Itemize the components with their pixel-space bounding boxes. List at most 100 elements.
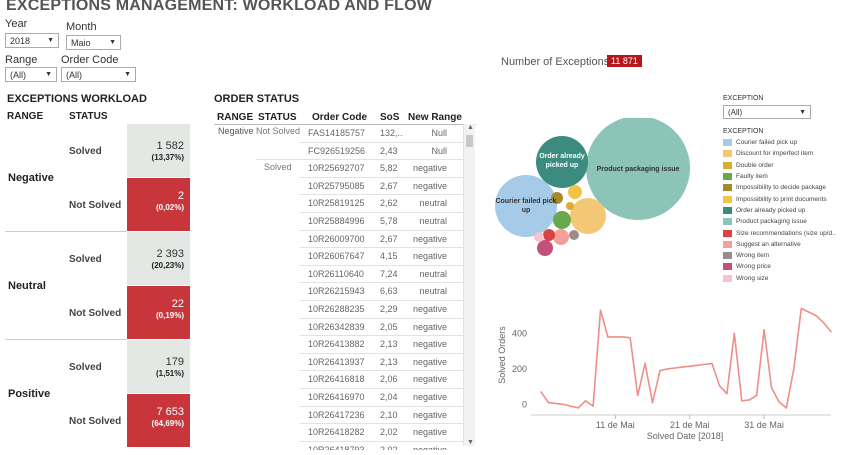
row-divider — [300, 440, 463, 442]
legend-label: Wrong size — [736, 274, 769, 282]
month-value: Maio — [71, 37, 91, 48]
legend-swatch — [723, 150, 732, 158]
kpi-label: Number of Exceptions — [501, 56, 610, 68]
legend-label: Size recommendations (size up/d.. — [736, 229, 836, 237]
legend-label: Suggest an alternative — [736, 240, 801, 248]
table-row[interactable]: 10R26413882 2,13 negative — [300, 336, 463, 354]
data-point — [785, 407, 788, 409]
os-status-solved: Solved — [264, 162, 292, 172]
legend-item[interactable]: Wrong price — [723, 261, 848, 272]
workload-count: 179 — [165, 356, 184, 368]
bubble-suggest[interactable] — [553, 229, 569, 245]
legend-item[interactable]: Wrong size — [723, 273, 848, 284]
data-point — [807, 311, 810, 313]
workload-col-range: RANGE — [7, 111, 44, 122]
workload-cell-not-solved[interactable]: 2 (0,02%) — [127, 178, 190, 231]
new-range-cell: negative — [412, 321, 447, 332]
legend-item[interactable]: Courier failed pick up — [723, 137, 848, 148]
table-row[interactable]: 10R26416970 2,04 negative — [300, 389, 463, 407]
row-divider — [300, 352, 463, 354]
row-divider — [300, 423, 463, 425]
legend-swatch — [723, 252, 732, 260]
legend-item[interactable]: Suggest an alternative — [723, 239, 848, 250]
row-divider — [300, 247, 463, 249]
sos-cell: 2,13 — [380, 356, 398, 367]
data-point — [651, 401, 654, 404]
row-divider — [300, 211, 463, 213]
bubble-discount[interactable] — [570, 198, 606, 234]
table-row[interactable]: 10R26110640 7,24 neutral — [300, 266, 463, 284]
legend-item[interactable]: Product packaging issue — [723, 216, 848, 227]
order-code-cell: 10R26413882 — [308, 339, 365, 350]
bubble-wrong-item[interactable] — [569, 230, 579, 240]
table-row[interactable]: 10R26417236 2,10 negative — [300, 407, 463, 425]
month-select[interactable]: Maio ▼ — [66, 35, 121, 50]
table-row[interactable]: 10R25795085 2,67 negative — [300, 178, 463, 196]
legend-label: Discount for imperfect item — [736, 150, 814, 158]
table-row[interactable]: 10R26215943 6,63 neutral — [300, 283, 463, 301]
order-code-select[interactable]: (All) ▼ — [61, 67, 136, 82]
legend-item[interactable]: Wrong item — [723, 250, 848, 261]
table-row[interactable]: FAS14185757 132,.. Null — [300, 125, 463, 143]
table-row[interactable]: 10R26009700 2,67 negative — [300, 231, 463, 249]
table-row[interactable]: 10R26413937 2,13 negative — [300, 354, 463, 372]
bubble-double-order[interactable] — [566, 202, 574, 210]
legend-item[interactable]: Double order — [723, 160, 848, 171]
workload-cell-solved[interactable]: 1 582 (13,37%) — [127, 124, 190, 177]
bubble-size-rec[interactable] — [543, 229, 555, 241]
table-row[interactable]: 10R26067647 4,15 negative — [300, 248, 463, 266]
table-row[interactable]: 10R25692707 5,82 negative — [300, 160, 463, 178]
bubble-product-packaging[interactable] — [586, 118, 690, 220]
workload-cell-not-solved[interactable]: 7 653 (64,69%) — [127, 394, 190, 447]
table-row[interactable]: FC926519256 2,43 Null — [300, 143, 463, 161]
scroll-down-icon[interactable]: ▼ — [467, 439, 474, 446]
legend-item[interactable]: Impossibility to print documents — [723, 193, 848, 204]
data-point — [793, 368, 795, 370]
legend-item[interactable]: Impossibility to decide package — [723, 182, 848, 193]
x-axis-title: Solved Date [2018] — [647, 431, 724, 441]
scrollbar-thumb[interactable] — [466, 135, 473, 147]
row-divider — [300, 335, 463, 337]
row-divider — [300, 299, 463, 301]
table-row[interactable]: 10R26418793 2,02 negative — [300, 442, 463, 450]
workload-cell-solved[interactable]: 179 (1,51%) — [127, 340, 190, 393]
workload-cell-solved[interactable]: 2 393 (20,23%) — [127, 232, 190, 285]
sos-cell: 2,29 — [380, 304, 398, 314]
table-row[interactable]: 10R26342839 2,05 negative — [300, 319, 463, 337]
table-row[interactable]: 10R26418282 2,02 negative — [300, 424, 463, 442]
workload-status-solved: Solved — [69, 254, 102, 265]
table-row[interactable]: 10R26416818 2,06 negative — [300, 371, 463, 389]
table-row[interactable]: 10R25884996 5,78 neutral — [300, 213, 463, 231]
y-axis-title: Solved Orders — [497, 326, 507, 384]
bubble-print-docs[interactable] — [568, 185, 582, 199]
os-scrollbar[interactable]: ▲ ▼ — [463, 124, 475, 446]
order-status-rows: FAS14185757 132,.. Null FC926519256 2,43 Null… — [300, 124, 463, 450]
new-range-cell: neutral — [419, 268, 447, 279]
legend-item[interactable]: Faulty item — [723, 171, 848, 182]
exception-legend: Courier failed pick up Discount for imper… — [723, 137, 848, 284]
bubble-order-picked[interactable] — [536, 136, 588, 188]
bubble-faulty[interactable] — [553, 211, 571, 229]
scroll-up-icon[interactable]: ▲ — [467, 124, 474, 131]
workload-percent: (1,51%) — [155, 369, 184, 378]
exception-filter-select[interactable]: (All) ▼ — [723, 105, 811, 119]
bubble-courier[interactable] — [495, 175, 557, 237]
range-select[interactable]: (All) ▼ — [5, 67, 57, 82]
os-header-divider — [214, 124, 476, 125]
legend-label: Order already picked up — [736, 206, 806, 214]
legend-item[interactable]: Size recommendations (size up/d.. — [723, 227, 848, 238]
year-select[interactable]: 2018 ▼ — [5, 33, 59, 48]
os-col-range: RANGE — [217, 112, 254, 123]
workload-percent: (64,69%) — [151, 419, 184, 428]
table-row[interactable]: 10R26288235 2,29 negative — [300, 301, 463, 319]
bubble-wrong-price[interactable] — [537, 240, 553, 256]
table-row[interactable]: 10R25819125 2,62 neutral — [300, 195, 463, 213]
workload-cell-not-solved[interactable]: 22 (0,19%) — [127, 286, 190, 339]
bubble-wrong-size[interactable] — [534, 232, 544, 242]
data-point — [674, 367, 676, 369]
sos-cell: 5,78 — [380, 216, 398, 226]
bubble-decide-package[interactable] — [551, 192, 563, 204]
order-code-cell: 10R26416818 — [308, 374, 365, 385]
legend-item[interactable]: Order already picked up — [723, 205, 848, 216]
legend-item[interactable]: Discount for imperfect item — [723, 148, 848, 159]
